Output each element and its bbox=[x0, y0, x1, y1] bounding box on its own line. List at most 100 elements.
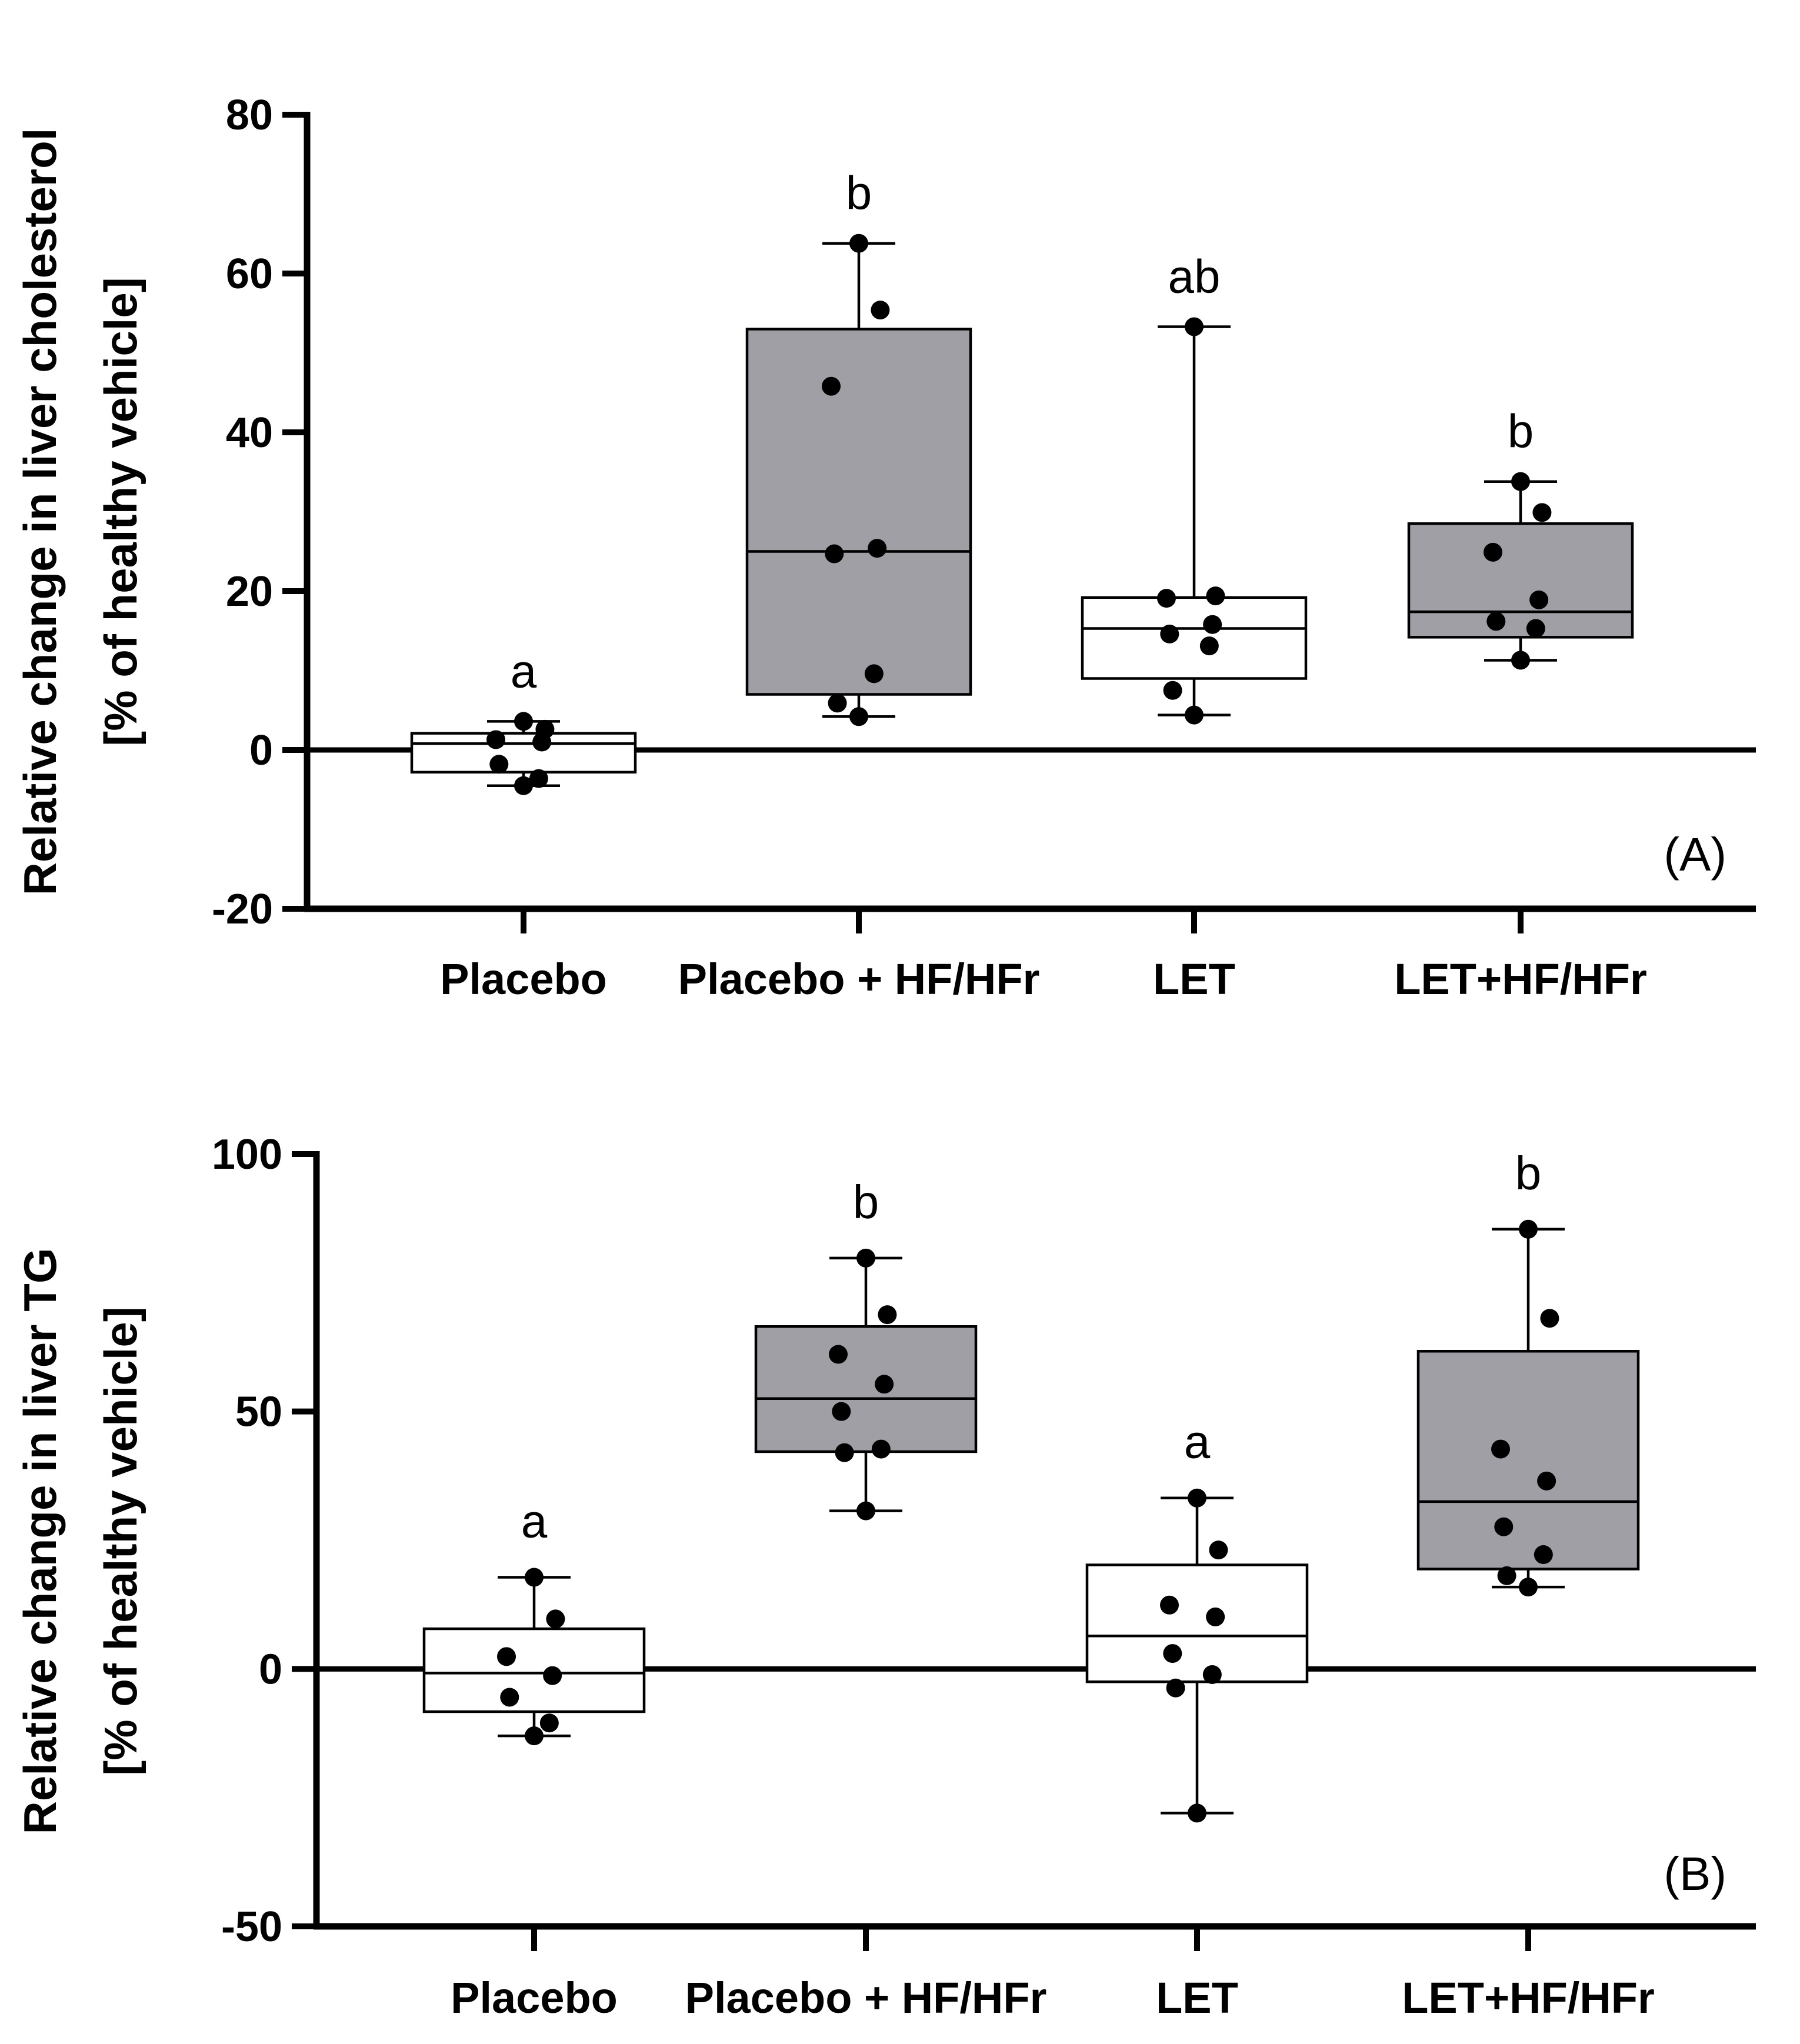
data-point bbox=[1160, 624, 1179, 643]
iqr-box bbox=[1407, 522, 1634, 639]
panel-label: (A) bbox=[1664, 828, 1726, 881]
y-tick-label: 60 bbox=[226, 251, 273, 298]
data-point bbox=[1540, 1309, 1559, 1328]
panel-b: -50 0 50 100 Relative change in liver TG [% o… bbox=[14, 1131, 1756, 2022]
panel-label: (B) bbox=[1664, 1848, 1726, 1900]
significance-letter: b bbox=[1515, 1147, 1542, 1199]
data-point bbox=[497, 1647, 516, 1666]
box-group bbox=[1085, 1488, 1309, 1823]
significance-letter: a bbox=[1184, 1416, 1211, 1468]
data-point bbox=[1511, 472, 1530, 491]
y-tick-label: -20 bbox=[212, 886, 273, 933]
data-point bbox=[1206, 1607, 1225, 1626]
data-point bbox=[1202, 1665, 1222, 1684]
category-label: Placebo + HF/HFr bbox=[685, 1973, 1047, 2022]
y-tick-label: 50 bbox=[235, 1389, 282, 1436]
y-tick-label: -50 bbox=[221, 1903, 282, 1950]
data-point bbox=[822, 376, 841, 396]
y-axis-title: Relative change in liver cholesterol bbox=[14, 128, 66, 896]
data-point bbox=[1160, 1595, 1179, 1615]
data-point bbox=[546, 1609, 565, 1629]
data-point bbox=[878, 1305, 897, 1325]
y-tick-label: 20 bbox=[226, 568, 273, 615]
panel-a: -20 0 20 40 60 80 Relative change in liver cho… bbox=[14, 92, 1756, 1003]
data-point bbox=[539, 1713, 559, 1733]
data-point bbox=[1519, 1578, 1538, 1597]
box-group bbox=[754, 1248, 978, 1521]
iqr-box bbox=[754, 1325, 978, 1453]
data-point bbox=[835, 1443, 854, 1462]
data-point bbox=[486, 730, 505, 749]
data-point bbox=[1484, 542, 1502, 562]
box-group bbox=[745, 234, 972, 726]
y-tick-label: 0 bbox=[249, 727, 273, 774]
data-point bbox=[871, 301, 890, 320]
significance-letter: a bbox=[521, 1495, 548, 1548]
data-point bbox=[1537, 1471, 1556, 1491]
data-point bbox=[849, 707, 868, 726]
data-point bbox=[1526, 619, 1545, 638]
box-group bbox=[422, 1568, 646, 1746]
box-group bbox=[410, 712, 637, 795]
significance-letter: ab bbox=[1168, 250, 1221, 302]
y-tick-label: 100 bbox=[212, 1131, 282, 1178]
data-point bbox=[856, 1248, 875, 1268]
y-axis-title: [% of healthy vehicle] bbox=[95, 277, 146, 746]
y-axis-title: [% of healthy vehicle] bbox=[95, 1306, 146, 1776]
data-point bbox=[1157, 589, 1176, 608]
data-point bbox=[1486, 612, 1506, 631]
data-point bbox=[525, 1726, 544, 1746]
iqr-box bbox=[1081, 596, 1308, 680]
category-label: LET bbox=[1153, 955, 1235, 1003]
data-point bbox=[825, 544, 844, 563]
significance-letter: b bbox=[853, 1176, 879, 1228]
data-point bbox=[1203, 615, 1222, 634]
y-tick-label: 0 bbox=[259, 1646, 282, 1693]
category-label: Placebo + HF/HFr bbox=[678, 955, 1040, 1003]
data-point bbox=[1206, 586, 1225, 606]
y-tick-label: 80 bbox=[226, 92, 273, 139]
data-point bbox=[1185, 317, 1204, 336]
data-point bbox=[529, 769, 548, 788]
data-point bbox=[1497, 1566, 1516, 1585]
category-label: LET bbox=[1156, 1973, 1238, 2022]
data-point bbox=[1529, 590, 1549, 609]
data-point bbox=[1209, 1540, 1228, 1560]
data-point bbox=[1519, 1219, 1538, 1239]
data-point bbox=[1494, 1517, 1514, 1536]
data-point bbox=[543, 1666, 562, 1685]
data-point bbox=[864, 664, 884, 683]
data-point bbox=[849, 234, 868, 253]
category-label: LET+HF/HFr bbox=[1394, 955, 1647, 1003]
data-point bbox=[1532, 503, 1552, 522]
iqr-box bbox=[422, 1627, 646, 1713]
significance-letter: a bbox=[511, 645, 537, 697]
data-point bbox=[832, 1402, 851, 1421]
category-label: Placebo bbox=[440, 955, 607, 1003]
iqr-box bbox=[745, 328, 972, 696]
data-point bbox=[514, 712, 533, 731]
data-point bbox=[1491, 1439, 1510, 1459]
iqr-box bbox=[1085, 1563, 1309, 1683]
data-point bbox=[532, 732, 552, 752]
box-group bbox=[1407, 472, 1634, 670]
data-point bbox=[1166, 1678, 1185, 1698]
category-label: Placebo bbox=[451, 1973, 618, 2022]
significance-letter: b bbox=[846, 167, 872, 219]
data-point bbox=[1188, 1488, 1206, 1508]
y-axis-title: Relative change in liver TG bbox=[14, 1248, 66, 1834]
box-group bbox=[1081, 317, 1308, 725]
data-point bbox=[1188, 1803, 1206, 1823]
box-group bbox=[1416, 1219, 1640, 1597]
y-tick-label: 40 bbox=[226, 409, 273, 456]
significance-letter: b bbox=[1508, 405, 1534, 458]
data-point bbox=[1199, 636, 1219, 656]
data-point bbox=[514, 776, 533, 795]
data-point bbox=[875, 1375, 894, 1394]
data-point bbox=[828, 693, 847, 713]
category-label: LET+HF/HFr bbox=[1402, 1973, 1655, 2022]
data-point bbox=[525, 1568, 544, 1587]
iqr-box bbox=[1416, 1350, 1640, 1570]
data-point bbox=[871, 1439, 891, 1459]
